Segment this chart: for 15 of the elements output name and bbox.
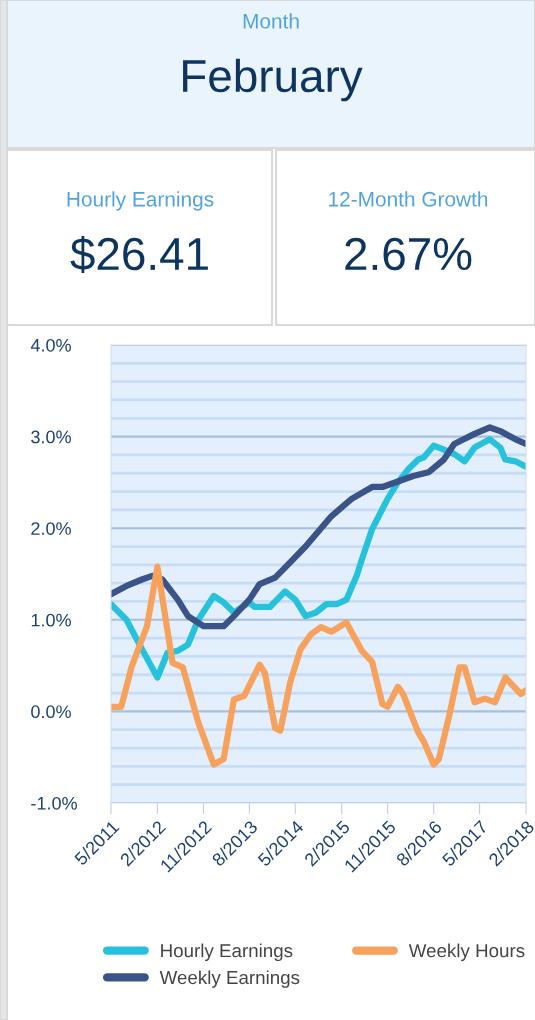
y-tick-label: -1.0% [31, 796, 77, 810]
text: February [183, 58, 363, 102]
y-tick-label: 4.0% [30, 338, 71, 352]
y-tick-label: 3.0% [31, 430, 71, 444]
y-tick-label: 1.0% [31, 613, 71, 627]
legend-label: Weekly Hours [408, 943, 525, 962]
text: 2.67% [345, 237, 472, 271]
text: $26.41 [70, 235, 208, 274]
legend-label: Hourly Earnings [161, 943, 293, 962]
text: Hourly Earnings [67, 191, 214, 211]
y-tick-label: 2.0% [31, 522, 71, 535]
text: Month [243, 13, 299, 29]
text: 12-Month Growth [329, 191, 488, 207]
legend-label: Weekly Earnings [159, 970, 300, 988]
y-tick-label: 0.0% [31, 705, 71, 719]
